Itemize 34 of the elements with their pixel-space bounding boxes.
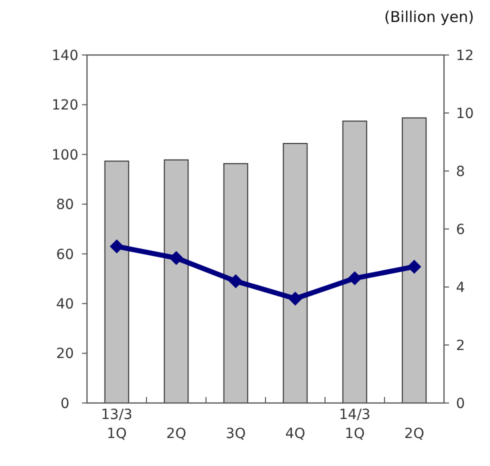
point <box>228 274 243 288</box>
y-tick-label: 40 <box>56 296 74 312</box>
x-tick-label: 4Q <box>285 426 306 442</box>
y2-tick-label: 12 <box>456 48 474 64</box>
x-tick-label: 14/3 1Q <box>339 407 370 442</box>
y-tick-label: 100 <box>52 147 78 164</box>
y-tick-label: 140 <box>52 48 78 64</box>
y-tick-label: 20 <box>56 346 74 362</box>
bar <box>223 163 248 404</box>
point <box>407 260 422 274</box>
bar <box>402 117 427 404</box>
point <box>288 292 302 306</box>
x-tick-label: 2Q <box>166 426 186 442</box>
y2-tick-label: 8 <box>456 164 465 180</box>
y2-tick-label: 0 <box>456 396 465 412</box>
y2-tick-label: 10 <box>456 106 474 122</box>
point <box>110 239 124 254</box>
bar <box>282 142 308 404</box>
x-tick-label: 13/3 1Q <box>101 407 132 442</box>
y2-axis-title: (Billion yen) <box>384 8 474 26</box>
x-tick-label: 3Q <box>226 426 246 442</box>
y-tick-label: 120 <box>52 98 78 114</box>
y2-tick-label: 6 <box>456 222 465 238</box>
y-tick-label: 80 <box>56 197 74 214</box>
y-tick-label: 0 <box>60 396 70 412</box>
y2-tick-label: 2 <box>456 338 465 354</box>
bar <box>164 159 189 404</box>
bar <box>104 160 130 404</box>
y-tick-label: 60 <box>56 246 74 263</box>
bar <box>342 120 368 404</box>
y2-tick-label: 4 <box>456 280 465 296</box>
x-tick-label: 2Q <box>404 426 424 442</box>
point <box>169 251 184 265</box>
point <box>348 271 362 286</box>
